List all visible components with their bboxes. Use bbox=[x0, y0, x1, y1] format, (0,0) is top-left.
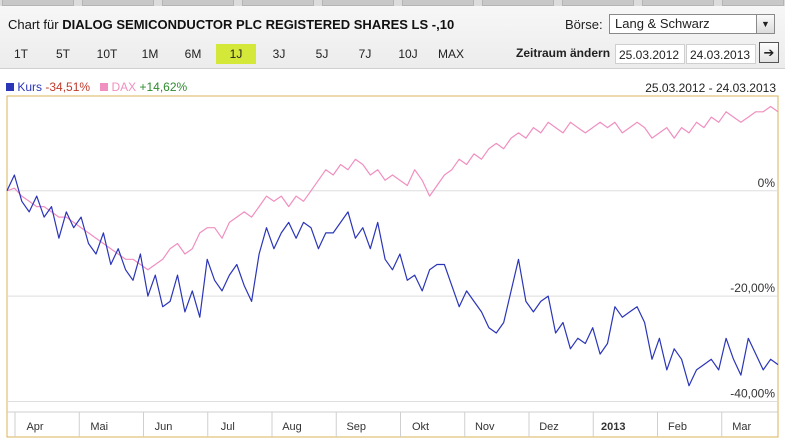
dax-line bbox=[6, 105, 779, 271]
period-1M[interactable]: 1M bbox=[141, 47, 159, 61]
exchange-select[interactable]: Lang & Schwarz ▼ bbox=[609, 14, 775, 34]
from-date-input[interactable]: 25.03.2012 bbox=[615, 44, 685, 64]
browser-tab[interactable] bbox=[482, 0, 554, 6]
period-10T[interactable]: 10T bbox=[96, 47, 118, 61]
x-tick-label: Sep bbox=[346, 421, 366, 433]
browser-tab[interactable] bbox=[722, 0, 784, 6]
x-tick-label: Feb bbox=[668, 421, 687, 433]
title-prefix: Chart für bbox=[8, 17, 59, 32]
browser-tab[interactable] bbox=[82, 0, 154, 6]
chart-date-range: 25.03.2012 - 24.03.2013 bbox=[645, 81, 776, 95]
kurs-swatch bbox=[6, 83, 14, 91]
y-tick-label: -40,00% bbox=[730, 386, 775, 400]
browser-tab[interactable] bbox=[2, 0, 74, 6]
period-6M[interactable]: 6M bbox=[184, 47, 202, 61]
exchange-label: Börse: bbox=[565, 17, 603, 32]
y-tick-label: 0% bbox=[758, 176, 776, 190]
exchange-value: Lang & Schwarz bbox=[615, 16, 710, 31]
period-10J[interactable]: 10J bbox=[398, 47, 418, 61]
to-date-input[interactable]: 24.03.2013 bbox=[686, 44, 756, 64]
x-tick-label: Nov bbox=[475, 421, 495, 433]
tab-strip bbox=[0, 0, 785, 6]
dax-swatch bbox=[100, 83, 109, 91]
x-tick-label: Jun bbox=[155, 421, 173, 433]
period-5J[interactable]: 5J bbox=[315, 47, 329, 61]
period-7J[interactable]: 7J bbox=[358, 47, 372, 61]
security-name: DIALOG SEMICONDUCTOR PLC REGISTERED SHAR… bbox=[62, 17, 455, 32]
browser-tab[interactable] bbox=[562, 0, 634, 6]
x-tick-label: 2013 bbox=[601, 421, 625, 433]
browser-tab[interactable] bbox=[162, 0, 234, 6]
chart-toolbar: Chart für DIALOG SEMICONDUCTOR PLC REGIS… bbox=[0, 6, 785, 69]
period-5T[interactable]: 5T bbox=[55, 47, 70, 61]
x-tick-label: Jul bbox=[221, 421, 235, 433]
period-1J[interactable]: 1J bbox=[216, 44, 256, 64]
apply-range-button[interactable]: ➔ bbox=[759, 42, 779, 63]
x-tick-label: Apr bbox=[26, 421, 43, 433]
chart-legend: Kurs -34,51% DAX +14,62% bbox=[6, 80, 187, 94]
kurs-change: -34,51% bbox=[45, 80, 91, 94]
kurs-label: Kurs bbox=[17, 80, 43, 94]
x-tick-label: Dez bbox=[539, 421, 559, 433]
dropdown-arrow-icon[interactable]: ▼ bbox=[756, 15, 774, 33]
period-3J[interactable]: 3J bbox=[272, 47, 286, 61]
dax-label: DAX bbox=[111, 80, 137, 94]
x-tick-label: Aug bbox=[282, 421, 302, 433]
period-1T[interactable]: 1T bbox=[13, 47, 28, 61]
plot-frame bbox=[6, 95, 779, 438]
browser-tab[interactable] bbox=[242, 0, 314, 6]
browser-tab[interactable] bbox=[402, 0, 474, 6]
browser-tab[interactable] bbox=[642, 0, 714, 6]
x-tick-label: Okt bbox=[412, 421, 429, 433]
arrow-right-icon: ➔ bbox=[763, 45, 775, 60]
browser-tab[interactable] bbox=[322, 0, 394, 6]
x-tick-label: Mar bbox=[732, 421, 751, 433]
period-MAX[interactable]: MAX bbox=[437, 47, 464, 61]
chart-title: Chart für DIALOG SEMICONDUCTOR PLC REGIS… bbox=[8, 17, 454, 32]
y-tick-label: -20,00% bbox=[730, 281, 775, 295]
range-label: Zeitraum ändern bbox=[516, 46, 611, 60]
dax-change: +14,62% bbox=[139, 80, 188, 94]
kurs-line bbox=[6, 174, 779, 387]
x-tick-label: Mai bbox=[90, 421, 108, 433]
